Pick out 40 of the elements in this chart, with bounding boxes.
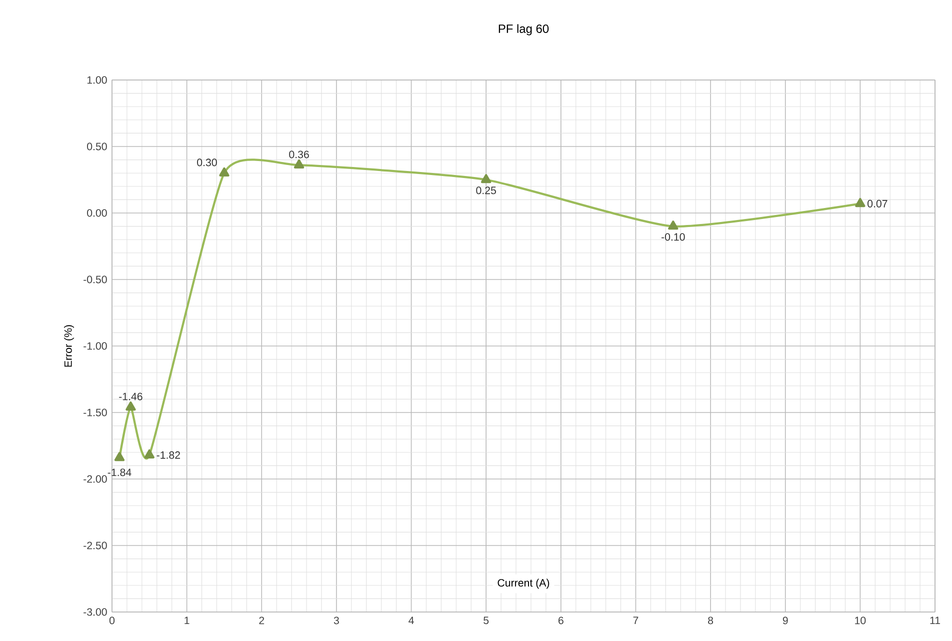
point <box>481 174 492 184</box>
y-tick-label: -3.00 <box>84 608 107 616</box>
x-tick-label: 5 <box>484 616 489 624</box>
x-tick-label: 7 <box>633 616 638 624</box>
y-tick-label: -1.50 <box>84 408 107 416</box>
data-label: -0.10 <box>662 233 685 241</box>
data-label: -1.82 <box>156 451 180 459</box>
x-tick-label: 3 <box>334 616 339 624</box>
x-tick-label: 10 <box>855 616 866 624</box>
x-tick-label: 6 <box>558 616 564 624</box>
x-tick-label: 2 <box>259 616 264 624</box>
x-tick-label: 9 <box>782 616 788 624</box>
data-label: -1.46 <box>119 392 142 400</box>
y-tick-label: -2.50 <box>84 542 107 550</box>
y-axis-title: Error (%) <box>64 325 74 367</box>
point <box>144 449 155 458</box>
y-tick-label: 1.00 <box>87 76 107 84</box>
chart-title: PF lag 60 <box>498 24 549 36</box>
y-tick-label: 0.50 <box>87 142 107 150</box>
point <box>294 159 304 169</box>
y-tick-label: -1.00 <box>84 342 107 350</box>
x-tick-label: 8 <box>708 616 714 624</box>
point <box>668 220 678 230</box>
data-label: 0.30 <box>197 158 217 166</box>
x-tick-label: 4 <box>408 616 414 624</box>
y-tick-label: -2.00 <box>84 475 107 483</box>
point <box>855 198 866 208</box>
data-label: 0.07 <box>868 200 888 208</box>
x-tick-label: 11 <box>930 616 940 624</box>
y-tick-label: 0.00 <box>87 209 107 217</box>
x-tick-label: 1 <box>184 616 190 624</box>
data-label: -1.84 <box>108 468 132 476</box>
point <box>219 167 230 176</box>
x-axis-title: Current (A) <box>498 578 550 589</box>
point <box>126 401 136 411</box>
x-tick-label: 0 <box>109 616 115 624</box>
data-label: 0.25 <box>476 186 496 194</box>
data-label: 0.36 <box>289 150 309 158</box>
point <box>114 452 125 462</box>
y-tick-label: -0.50 <box>84 276 107 284</box>
